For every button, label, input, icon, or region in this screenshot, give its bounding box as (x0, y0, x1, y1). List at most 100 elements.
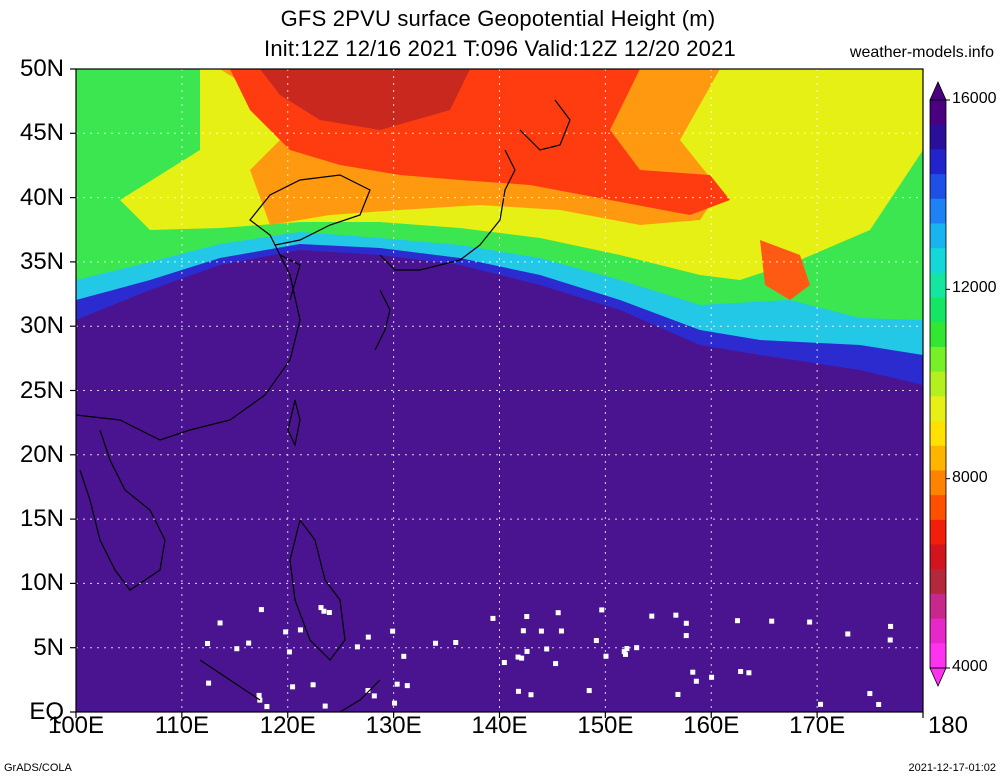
speckle (322, 703, 328, 709)
speckle (404, 683, 410, 689)
speckle (258, 607, 264, 613)
colorbar-segment (930, 297, 946, 323)
colorbar-segment (930, 223, 946, 249)
lat-label: 35N (19, 247, 64, 275)
colorbar-segment (930, 149, 946, 175)
graticule (76, 69, 923, 712)
colorbar-label: 4000 (952, 658, 988, 675)
chart-title: GFS 2PVU surface Geopotential Height (m) (280, 6, 716, 31)
speckle (401, 653, 407, 659)
speckle (683, 633, 689, 639)
speckle (515, 688, 521, 694)
speckle (593, 638, 599, 644)
axis-ticks (70, 68, 924, 718)
lon-label: 160E (683, 712, 740, 739)
eastern-red-swirl (760, 240, 810, 300)
speckle (283, 629, 289, 635)
colorbar-segment (930, 322, 946, 348)
height-field (76, 69, 923, 712)
lat-label: 50N (19, 55, 64, 82)
speckle (845, 631, 851, 637)
colorbar-outline (929, 99, 947, 669)
speckle (365, 634, 371, 640)
speckle (690, 669, 696, 675)
speckle (867, 691, 873, 697)
speckle (693, 678, 699, 684)
speckle (264, 704, 270, 710)
colorbar-segment (930, 495, 946, 521)
speckle (515, 654, 521, 660)
lat-label: 15N (19, 505, 64, 533)
colorbar-segment (930, 371, 946, 397)
speckle (318, 605, 324, 611)
speckle (310, 682, 316, 688)
colorbar-segment (930, 445, 946, 471)
speckle (675, 691, 681, 697)
colorbar-bottom-arrow (929, 667, 947, 687)
speckle (394, 681, 400, 687)
colorbar-segment (930, 643, 946, 669)
speckle (538, 628, 544, 634)
colorbar-segment (930, 124, 946, 150)
speckle (205, 640, 211, 646)
speckle (326, 610, 332, 616)
coastlines (76, 99, 571, 712)
colorbar-segment (930, 198, 946, 224)
lon-label: 140E (471, 712, 528, 739)
speckle (683, 620, 689, 626)
speckle (290, 684, 296, 690)
speckle (738, 669, 744, 675)
colorbar-segment (930, 248, 946, 274)
speckle (286, 649, 292, 655)
colorbar-segment (930, 618, 946, 644)
speckle (586, 688, 592, 694)
colorbar-segment (930, 569, 946, 595)
colorbar-segment (930, 544, 946, 570)
speckle (453, 640, 459, 646)
colorbar-segment (930, 174, 946, 200)
speckle (246, 640, 252, 646)
footer-timestamp: 2021-12-17-01:02 (908, 762, 996, 774)
speckle (365, 688, 371, 694)
lat-label: 30N (19, 312, 64, 340)
lat-label: EQ (29, 698, 64, 725)
colorbar-segment (930, 346, 946, 373)
speckle (524, 614, 530, 620)
speckle (524, 648, 530, 654)
chart-subtitle: Init:12Z 12/16 2021 T:096 Valid:12Z 12/2… (264, 36, 736, 61)
lon-label: 170E (789, 712, 846, 739)
speckle (297, 627, 303, 633)
lat-label: 45N (19, 119, 64, 147)
speckle (769, 618, 775, 624)
speckle (558, 628, 564, 634)
colorbar-label: 8000 (952, 468, 988, 486)
colorbar-segment (930, 100, 946, 126)
speckle (256, 692, 262, 698)
speckle (234, 646, 240, 652)
speckle (818, 701, 824, 707)
speckle (321, 608, 327, 614)
colorbar-segment (930, 396, 946, 422)
speckle (528, 692, 534, 698)
speckle (673, 612, 679, 618)
lat-label: 25N (19, 376, 64, 404)
speckle (599, 607, 605, 613)
speckle (433, 640, 439, 646)
lat-label: 5N (33, 633, 64, 661)
speckle (392, 700, 398, 706)
speckle (490, 615, 496, 621)
colorbar (929, 81, 950, 687)
speckle (501, 660, 507, 666)
colorbar-segment (930, 272, 946, 299)
colorbar-segment (930, 593, 946, 620)
speckle (519, 655, 525, 661)
speckle (553, 661, 559, 667)
colorbar-label: 12000 (952, 279, 997, 297)
colorbar-segment (930, 519, 946, 546)
colorbar-label: 16000 (952, 90, 997, 107)
lon-label: 130E (365, 712, 422, 739)
speckle (734, 618, 740, 624)
lat-label: 10N (19, 569, 64, 597)
lon-label: 100E (47, 712, 105, 739)
